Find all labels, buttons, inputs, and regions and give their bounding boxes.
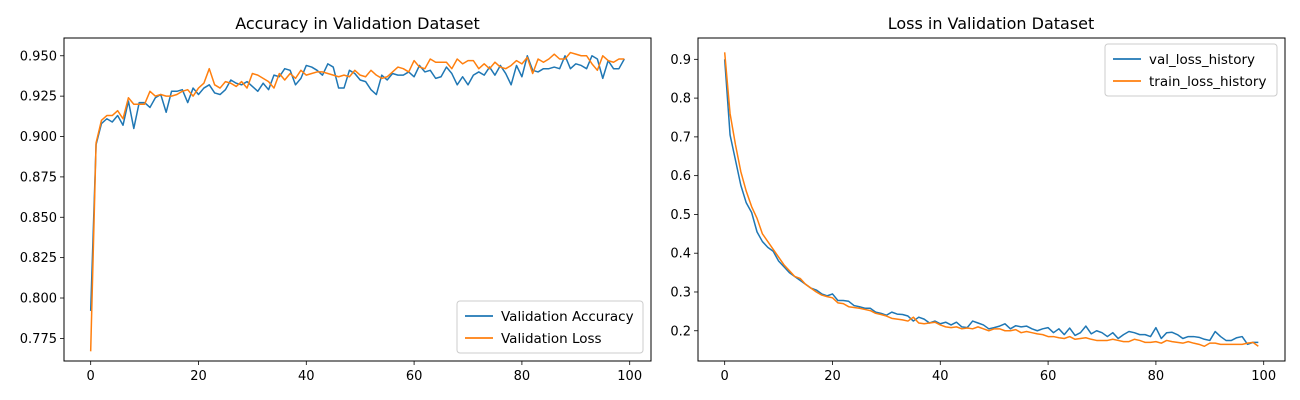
plot-lines xyxy=(89,51,625,352)
y-tick-label: 0.2 xyxy=(670,324,691,339)
plot-frame xyxy=(697,37,1286,362)
x-tick-label: 0 xyxy=(721,369,729,384)
y-tick-label: 0.950 xyxy=(20,49,57,64)
series-line-0 xyxy=(89,55,625,311)
legend: val_loss_history train_loss_history xyxy=(1104,43,1278,97)
chart-title: Accuracy in Validation Dataset xyxy=(235,14,480,33)
x-tick-label: 40 xyxy=(932,369,949,384)
series-line-1 xyxy=(723,52,1259,348)
y-tick-label: 0.900 xyxy=(20,130,57,145)
y-tick-label: 0.925 xyxy=(20,90,57,105)
x-tick-label: 80 xyxy=(1148,369,1165,384)
x-tick-label: 60 xyxy=(406,369,423,384)
plot-frame xyxy=(63,37,652,362)
x-tick-label: 80 xyxy=(514,369,531,384)
legend-box xyxy=(1104,43,1278,97)
axis-ticks: 0 20 40 60 80 100 0.2 0.3 0.4 0.5 0.6 0.7 0.8 0.9 xyxy=(670,53,1276,384)
y-tick-label: 0.775 xyxy=(20,332,57,347)
legend: Validation Accuracy Validation Loss xyxy=(456,300,644,354)
plot-lines xyxy=(723,52,1259,348)
y-tick-label: 0.8 xyxy=(670,92,691,107)
x-tick-label: 40 xyxy=(298,369,315,384)
legend-label: Validation Loss xyxy=(501,331,602,347)
x-tick-label: 60 xyxy=(1040,369,1057,384)
y-tick-label: 0.7 xyxy=(670,130,691,145)
y-tick-label: 0.3 xyxy=(670,285,691,300)
legend-label: train_loss_history xyxy=(1149,74,1266,90)
legend-box xyxy=(456,300,644,354)
series-line-1 xyxy=(89,51,625,352)
y-tick-label: 0.5 xyxy=(670,208,691,223)
y-tick-label: 0.4 xyxy=(670,247,691,262)
y-tick-label: 0.875 xyxy=(20,170,57,185)
x-tick-label: 20 xyxy=(824,369,841,384)
loss-chart: Loss in Validation Dataset 0 20 40 60 80 1000… xyxy=(670,14,1286,384)
legend-label: val_loss_history xyxy=(1149,52,1255,68)
accuracy-chart: Accuracy in Validation Dataset 0 20 40 60 80… xyxy=(20,14,652,384)
legend-label: Validation Accuracy xyxy=(501,309,634,325)
y-tick-label: 0.850 xyxy=(20,211,57,226)
x-tick-label: 20 xyxy=(190,369,207,384)
y-tick-label: 0.6 xyxy=(670,169,691,184)
y-tick-label: 0.9 xyxy=(670,53,691,68)
y-tick-label: 0.825 xyxy=(20,251,57,266)
axis-ticks: 0 20 40 60 80 100 0.775 0.800 0.825 0.850 0.875 0.9… xyxy=(20,49,642,384)
y-tick-label: 0.800 xyxy=(20,292,57,307)
chart-title: Loss in Validation Dataset xyxy=(888,14,1095,33)
x-tick-label: 100 xyxy=(1251,369,1276,384)
x-tick-label: 100 xyxy=(617,369,642,384)
series-line-0 xyxy=(723,59,1259,346)
x-tick-label: 0 xyxy=(87,369,95,384)
